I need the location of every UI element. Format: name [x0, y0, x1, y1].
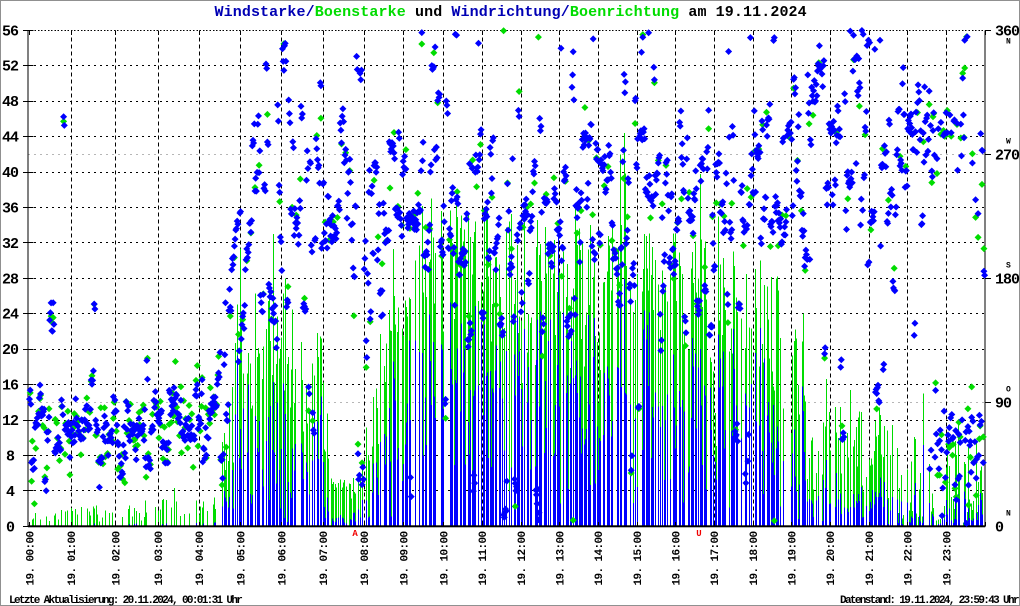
svg-text:0: 0 [6, 519, 15, 536]
svg-text:19. 04:00: 19. 04:00 [195, 531, 207, 585]
svg-text:19. 06:00: 19. 06:00 [278, 531, 290, 585]
svg-text:19. 17:00: 19. 17:00 [710, 531, 722, 585]
svg-text:52: 52 [2, 59, 19, 76]
svg-text:36: 36 [2, 200, 19, 217]
svg-text:19. 13:00: 19. 13:00 [556, 531, 568, 585]
svg-text:19. 22:00: 19. 22:00 [904, 531, 916, 585]
svg-text:19. 00:00: 19. 00:00 [25, 531, 37, 585]
svg-text:48: 48 [2, 94, 19, 111]
svg-text:19. 19:00: 19. 19:00 [788, 531, 800, 585]
svg-text:270: 270 [995, 147, 1020, 164]
svg-text:Datenstand: 19.11.2024, 23:59:: Datenstand: 19.11.2024, 23:59:43 Uhr [840, 595, 1019, 606]
svg-text:28: 28 [2, 271, 19, 288]
svg-text:12: 12 [2, 413, 19, 430]
svg-text:19. 20:00: 19. 20:00 [826, 531, 838, 585]
svg-text:N: N [1006, 38, 1011, 47]
svg-text:19. 14:00: 19. 14:00 [594, 531, 606, 585]
svg-text:44: 44 [2, 130, 19, 147]
svg-text:19. 23:00: 19. 23:00 [943, 531, 955, 585]
svg-text:Windstarke/Boenstarke und Wind: Windstarke/Boenstarke und Windrichtung/B… [215, 4, 807, 21]
svg-text:19. 21:00: 19. 21:00 [865, 531, 877, 585]
svg-text:19. 08:00: 19. 08:00 [360, 531, 372, 585]
svg-text:O: O [1006, 386, 1011, 395]
svg-text:W: W [1006, 138, 1011, 147]
svg-text:40: 40 [2, 165, 19, 182]
svg-text:S: S [1006, 262, 1011, 271]
svg-text:Letzte Aktualisierung: 20.11.2: Letzte Aktualisierung: 20.11.2024, 00:01… [9, 595, 242, 606]
svg-text:19. 01:00: 19. 01:00 [67, 531, 79, 585]
svg-text:19. 18:00: 19. 18:00 [749, 531, 761, 585]
svg-text:360: 360 [995, 23, 1020, 40]
svg-text:180: 180 [995, 271, 1020, 288]
svg-text:0: 0 [995, 519, 1004, 536]
svg-text:32: 32 [2, 236, 19, 253]
svg-text:19. 09:00: 19. 09:00 [400, 531, 412, 585]
svg-text:19. 11:00: 19. 11:00 [478, 531, 490, 585]
svg-text:20: 20 [2, 342, 19, 359]
svg-text:4: 4 [6, 484, 15, 501]
svg-text:U: U [696, 529, 701, 539]
svg-text:90: 90 [995, 395, 1012, 412]
svg-text:8: 8 [6, 448, 15, 465]
svg-text:19. 16:00: 19. 16:00 [672, 531, 684, 585]
svg-text:19. 10:00: 19. 10:00 [440, 531, 452, 585]
svg-text:19. 07:00: 19. 07:00 [319, 531, 331, 585]
svg-text:19. 12:00: 19. 12:00 [517, 531, 529, 585]
svg-text:19. 02:00: 19. 02:00 [111, 531, 123, 585]
svg-text:19. 05:00: 19. 05:00 [236, 531, 248, 585]
svg-text:A: A [352, 529, 358, 539]
svg-text:N: N [1006, 510, 1011, 519]
svg-text:16: 16 [2, 378, 19, 395]
svg-text:24: 24 [2, 307, 19, 324]
svg-text:19. 03:00: 19. 03:00 [154, 531, 166, 585]
svg-text:56: 56 [2, 23, 19, 40]
svg-text:19. 15:00: 19. 15:00 [633, 531, 645, 585]
